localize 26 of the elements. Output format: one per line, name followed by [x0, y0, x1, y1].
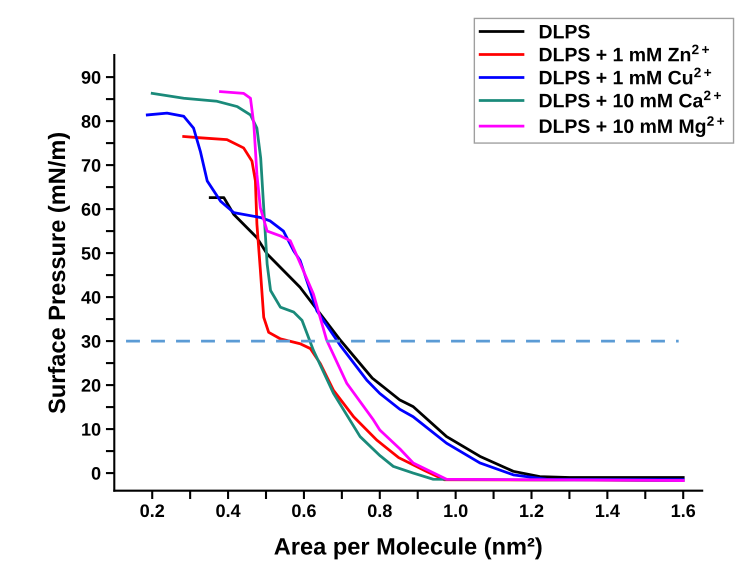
- x-tick-label: 0.4: [216, 504, 241, 518]
- legend-label: DLPS + 1 mM Cu$^{2+}$: [540, 68, 712, 84]
- y-tick-label: 40: [81, 291, 100, 304]
- x-tick-label: 0.2: [140, 504, 164, 518]
- line-series: [208, 196, 685, 479]
- x-tick-label: 0.6: [292, 504, 316, 518]
- x-tick-label: 1.6: [672, 504, 696, 518]
- y-tick-label: 90: [82, 71, 100, 84]
- x-tick-label: 1.2: [520, 504, 544, 517]
- legend-label: DLPS + 10 mM Ca$^{2+}$: [540, 90, 721, 108]
- legend-label: DLPS + 10 mM Mg$^{2+}$: [540, 116, 724, 138]
- y-tick-label: 0: [92, 467, 100, 480]
- y-tick-label: 80: [82, 115, 100, 128]
- legend-label: DLPS: [540, 24, 590, 39]
- y-tick-label: 20: [82, 379, 100, 392]
- x-tick-label: 0.8: [368, 504, 392, 518]
- y-tick-label: 50: [82, 247, 100, 260]
- y-tick-label: 60: [82, 203, 100, 216]
- y-tick-label: 10: [82, 423, 100, 436]
- x-tick-label: 1.0: [444, 504, 468, 518]
- y-tick-label: 70: [82, 159, 100, 172]
- y-tick-label: 30: [81, 335, 100, 348]
- legend-label: DLPS + 1 mM Zn$^{2+}$: [540, 44, 709, 62]
- x-tick-label: 1.4: [596, 504, 620, 517]
- y-axis-title: Surface Pressure (mN/m): [48, 132, 70, 414]
- x-axis-title: Area per Molecule (nm²): [274, 537, 542, 560]
